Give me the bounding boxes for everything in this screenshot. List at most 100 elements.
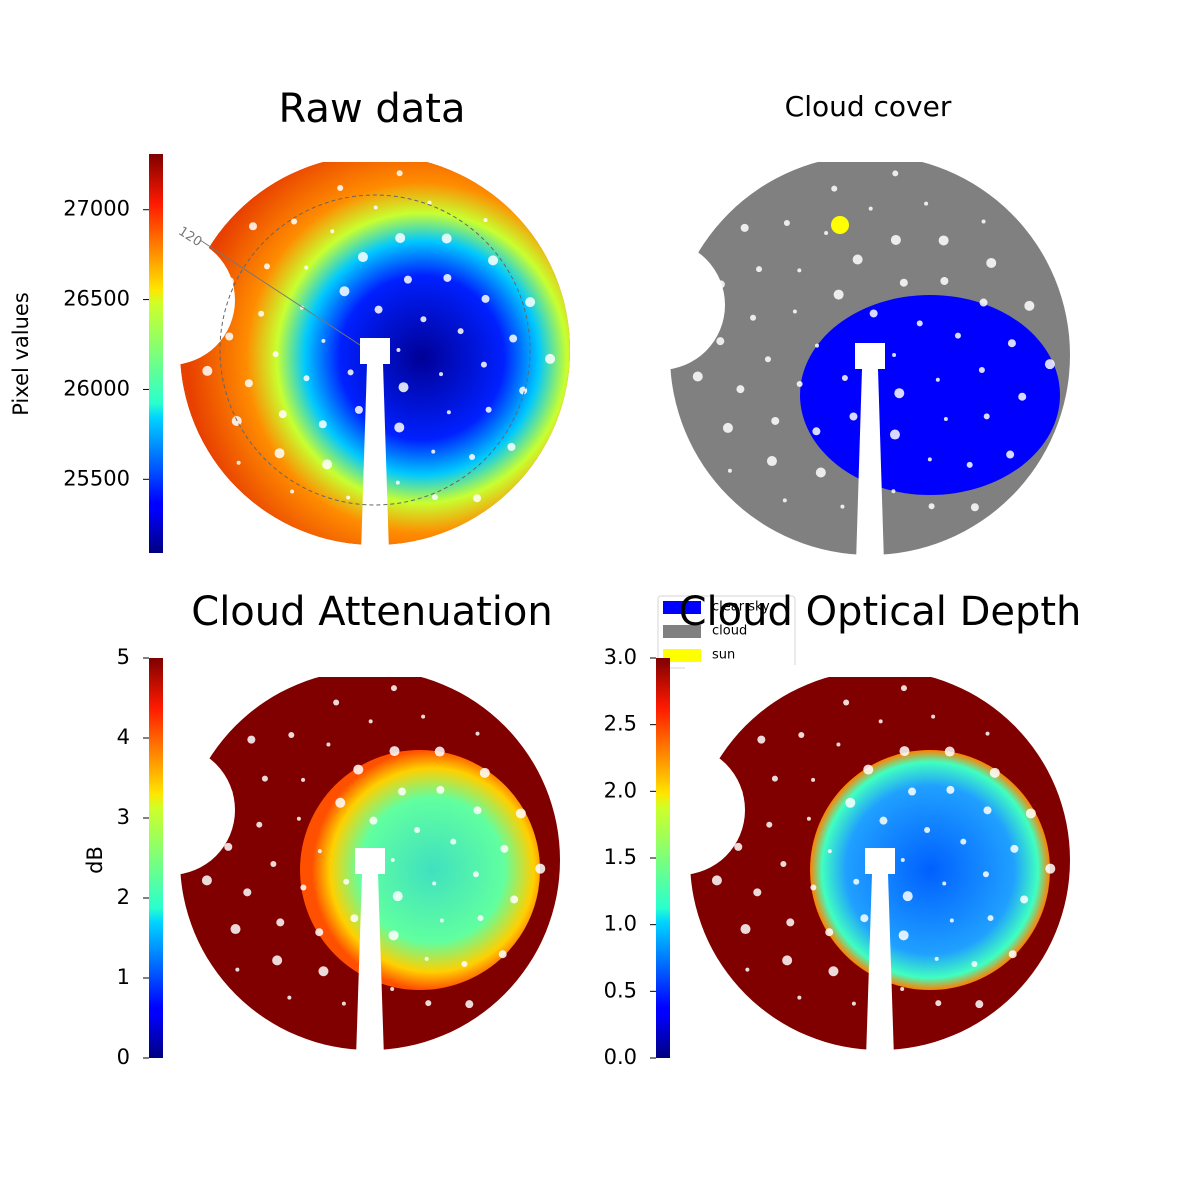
speckle bbox=[782, 498, 787, 503]
speckle bbox=[322, 459, 333, 470]
speckle bbox=[796, 381, 803, 388]
speckle bbox=[900, 858, 905, 862]
mask-notch bbox=[595, 240, 725, 370]
speckle bbox=[439, 372, 444, 377]
speckle bbox=[335, 797, 346, 808]
speckle bbox=[1018, 392, 1027, 401]
speckle bbox=[892, 170, 899, 177]
colorbar-tick-label: 2.0 bbox=[604, 778, 637, 802]
speckle bbox=[828, 966, 839, 977]
speckle bbox=[711, 875, 722, 886]
speckle bbox=[263, 263, 270, 270]
speckle bbox=[736, 385, 745, 394]
legend-swatch bbox=[663, 649, 701, 662]
speckle bbox=[500, 844, 509, 853]
speckle bbox=[745, 967, 750, 972]
speckle bbox=[244, 379, 253, 388]
speckle bbox=[373, 1024, 380, 1031]
speckle bbox=[782, 955, 793, 966]
speckle bbox=[461, 961, 468, 968]
speckle bbox=[692, 371, 703, 382]
speckle bbox=[261, 775, 268, 782]
speckle bbox=[750, 314, 757, 321]
legend-label: sun bbox=[712, 648, 735, 663]
speckle bbox=[1020, 895, 1029, 904]
speckle bbox=[315, 928, 324, 937]
speckle bbox=[927, 457, 932, 462]
panel-title: Cloud Attenuation bbox=[191, 589, 552, 635]
speckle bbox=[852, 254, 863, 265]
speckle bbox=[900, 987, 905, 992]
speckle bbox=[350, 914, 359, 923]
speckle bbox=[935, 1000, 942, 1007]
speckle bbox=[786, 918, 795, 927]
speckle bbox=[966, 461, 973, 468]
speckle bbox=[318, 420, 327, 429]
speckle bbox=[256, 821, 263, 828]
speckle bbox=[301, 777, 306, 782]
speckle bbox=[480, 361, 487, 368]
speckle bbox=[270, 861, 277, 868]
speckle bbox=[860, 457, 871, 468]
speckle bbox=[249, 222, 258, 231]
speckle bbox=[243, 888, 252, 897]
mask-top bbox=[685, 665, 1075, 677]
speckle bbox=[843, 699, 850, 706]
speckle bbox=[272, 955, 283, 966]
colorbar-tick-label: 2.5 bbox=[604, 712, 637, 736]
speckle bbox=[443, 273, 452, 282]
speckle bbox=[193, 304, 204, 315]
speckle bbox=[395, 480, 400, 485]
speckle bbox=[290, 489, 295, 494]
speckle bbox=[935, 377, 940, 382]
speckle bbox=[230, 924, 241, 935]
colorbar-tick-label: 1 bbox=[117, 965, 130, 989]
speckle bbox=[498, 950, 507, 959]
speckle bbox=[1044, 359, 1055, 370]
speckle bbox=[766, 821, 773, 828]
speckle bbox=[1010, 844, 1019, 853]
speckle bbox=[509, 334, 518, 343]
speckle bbox=[469, 453, 476, 460]
speckle bbox=[815, 467, 826, 478]
panel-title: Cloud cover bbox=[785, 90, 952, 123]
legend-label: clear sky bbox=[712, 600, 770, 615]
speckle bbox=[224, 842, 233, 851]
speckle bbox=[783, 219, 790, 226]
speckle bbox=[938, 235, 949, 246]
speckle bbox=[475, 731, 480, 736]
speckle bbox=[971, 961, 978, 968]
speckle bbox=[392, 891, 403, 902]
speckle bbox=[798, 732, 805, 739]
colorbar-tick-label: 1.5 bbox=[604, 845, 637, 869]
speckle bbox=[892, 353, 897, 357]
speckle bbox=[369, 816, 378, 825]
speckle bbox=[845, 797, 856, 808]
speckle bbox=[421, 714, 426, 719]
mask-notch bbox=[615, 745, 745, 875]
speckle bbox=[883, 1024, 890, 1031]
speckle bbox=[928, 503, 935, 510]
speckle bbox=[764, 356, 771, 363]
speckle bbox=[853, 878, 860, 885]
speckle bbox=[346, 495, 351, 500]
speckle bbox=[235, 967, 240, 972]
legend-swatch bbox=[663, 625, 701, 638]
speckle bbox=[272, 351, 279, 358]
speckle bbox=[873, 528, 880, 535]
colorbar-tick-label: 26000 bbox=[63, 376, 130, 400]
panel-title: Cloud Optical Depth bbox=[679, 589, 1082, 635]
speckle bbox=[924, 827, 931, 834]
speckle bbox=[833, 289, 844, 300]
speckle bbox=[365, 449, 376, 460]
speckle bbox=[287, 995, 292, 1000]
speckle bbox=[899, 746, 910, 757]
speckle bbox=[722, 422, 733, 433]
sky-image bbox=[105, 665, 565, 1058]
speckle bbox=[940, 276, 949, 285]
speckle bbox=[403, 275, 412, 284]
speckle bbox=[473, 806, 482, 815]
speckle bbox=[983, 413, 990, 420]
speckle bbox=[432, 881, 437, 886]
sun bbox=[831, 216, 849, 234]
